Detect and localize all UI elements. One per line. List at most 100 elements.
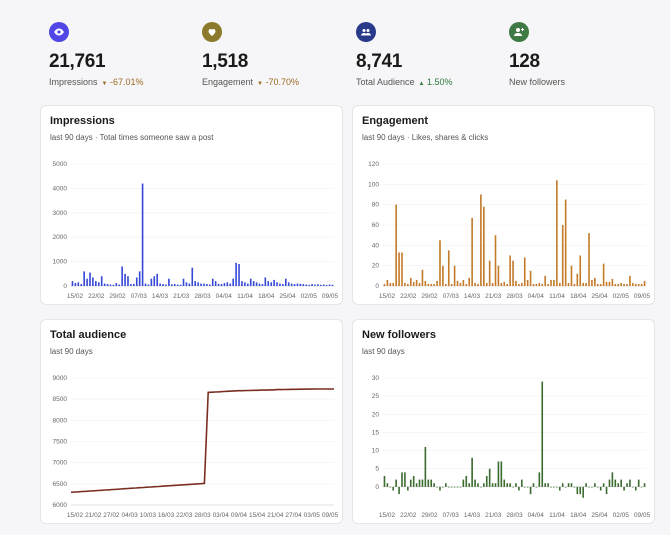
bar	[433, 283, 435, 286]
bar	[485, 475, 488, 487]
bar	[162, 284, 164, 286]
bar	[491, 483, 494, 487]
bar	[86, 278, 88, 286]
x-tick-label: 18/04	[570, 293, 587, 300]
bar	[535, 283, 538, 286]
bar	[497, 461, 500, 487]
bar	[538, 282, 541, 286]
bar	[106, 284, 109, 286]
y-tick-label: 60	[372, 222, 380, 229]
bar	[506, 283, 508, 286]
bar	[407, 283, 409, 286]
stat-value: 1,518	[202, 51, 249, 72]
x-tick-label: 28/03	[506, 512, 523, 519]
audience-icon	[356, 22, 376, 42]
bar	[424, 446, 427, 487]
bar	[287, 282, 290, 286]
x-tick-label: 04/04	[528, 512, 545, 519]
x-tick-label: 15/02	[379, 512, 396, 519]
bar	[430, 479, 433, 487]
bar	[439, 240, 441, 286]
bar	[418, 479, 421, 487]
bar	[100, 276, 103, 286]
bar	[594, 277, 596, 286]
bar	[232, 278, 234, 286]
engagement-card: Engagement last 90 days · Likes, shares …	[352, 105, 655, 305]
y-tick-label: 6500	[53, 481, 68, 488]
y-tick-label: 15	[372, 429, 380, 436]
bar	[623, 283, 625, 286]
y-tick-label: 5000	[53, 161, 68, 168]
y-tick-label: 0	[63, 283, 67, 290]
bar	[430, 283, 433, 286]
y-tick-label: 9000	[53, 375, 68, 382]
card-title: Engagement	[362, 115, 429, 127]
x-tick-label: 11/04	[549, 512, 565, 519]
bar	[567, 282, 570, 286]
bar	[229, 283, 232, 286]
bar	[518, 283, 520, 286]
y-tick-label: 20	[372, 411, 380, 418]
bar	[573, 283, 576, 286]
bar	[176, 284, 179, 286]
bar	[465, 475, 468, 487]
bar	[462, 479, 465, 487]
bar	[447, 486, 450, 488]
stat-label: Impressions	[49, 77, 98, 87]
bar	[404, 282, 406, 286]
bar	[550, 279, 552, 286]
x-tick-label: 18/04	[570, 512, 587, 519]
bar	[620, 282, 622, 286]
card-title: New followers	[362, 329, 436, 341]
y-tick-label: 7000	[53, 460, 68, 467]
x-tick-label: 09/05	[634, 293, 651, 300]
bar	[620, 479, 622, 487]
bar	[401, 472, 403, 487]
bar	[459, 486, 462, 488]
bar	[588, 486, 590, 488]
x-tick-label: 21/03	[485, 293, 502, 300]
bar	[576, 486, 579, 495]
x-tick-label: 03/04	[213, 512, 230, 519]
bar	[398, 252, 400, 286]
bar	[153, 276, 156, 286]
bar	[579, 255, 582, 286]
x-tick-label: 28/03	[194, 512, 211, 519]
bar	[409, 479, 412, 487]
y-tick-label: 100	[368, 181, 379, 188]
x-tick-label: 21/03	[485, 512, 502, 519]
x-tick-label: 07/03	[443, 512, 460, 519]
bar	[623, 486, 625, 491]
bar	[453, 265, 456, 286]
stat-label: New followers	[509, 77, 566, 87]
x-tick-label: 21/03	[173, 293, 190, 300]
bar	[509, 255, 511, 286]
audience-line	[70, 388, 334, 494]
bar	[602, 263, 605, 286]
bar	[500, 461, 503, 487]
bar	[418, 282, 421, 286]
bar	[241, 281, 243, 286]
bar	[130, 284, 132, 286]
bar	[640, 486, 643, 488]
bar	[605, 486, 608, 495]
x-tick-label: 29/02	[421, 293, 438, 300]
bar	[89, 272, 91, 286]
card-subtitle: last 90 days · Likes, shares & clicks	[362, 133, 489, 142]
x-tick-label: 04/03	[122, 512, 139, 519]
stat-new-followers: 128 New followers	[509, 22, 659, 87]
bar	[197, 282, 199, 286]
bar	[561, 483, 564, 487]
bar	[477, 283, 479, 286]
x-tick-label: 14/03	[464, 293, 481, 300]
bar	[608, 281, 611, 286]
bar	[235, 262, 237, 286]
bar	[500, 282, 503, 286]
bar	[608, 479, 611, 487]
bar	[512, 486, 514, 488]
bar	[168, 278, 170, 286]
bar	[436, 486, 438, 488]
x-tick-label: 22/02	[400, 512, 417, 519]
bar	[401, 252, 403, 286]
bar	[556, 486, 558, 488]
